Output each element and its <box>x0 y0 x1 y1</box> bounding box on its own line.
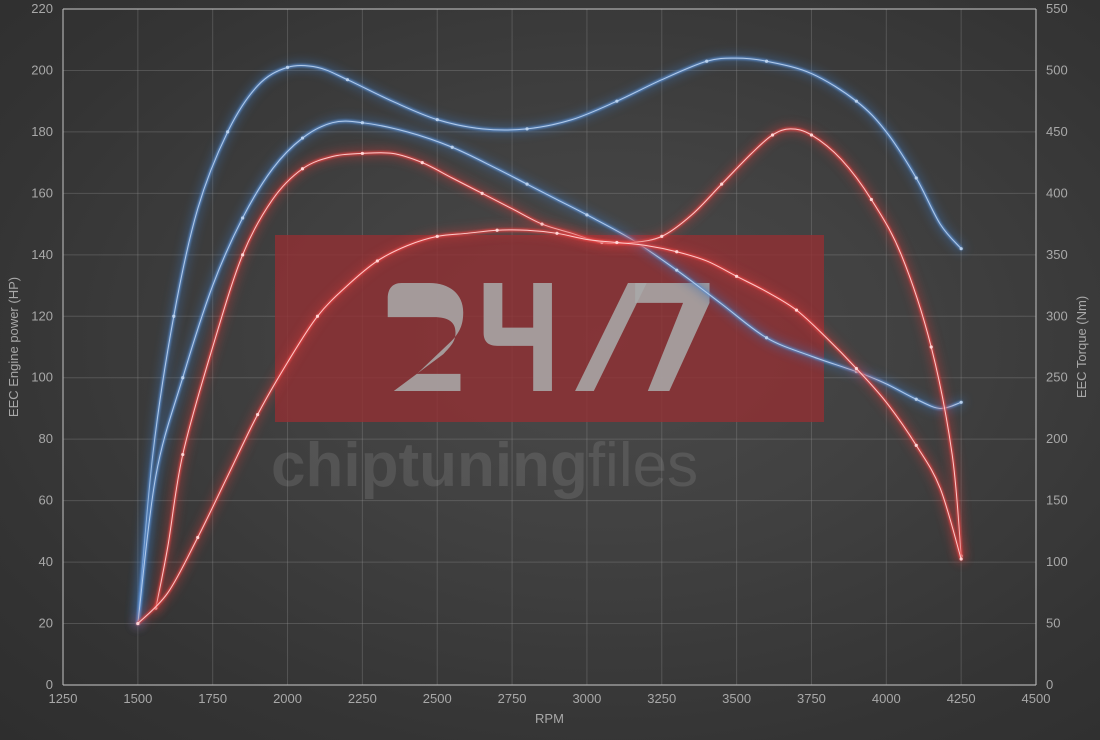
svg-text:1750: 1750 <box>198 691 227 706</box>
svg-text:160: 160 <box>31 185 53 200</box>
svg-text:0: 0 <box>1046 677 1053 692</box>
svg-text:3000: 3000 <box>572 691 601 706</box>
svg-text:1250: 1250 <box>49 691 78 706</box>
svg-text:300: 300 <box>1046 308 1068 323</box>
svg-text:RPM: RPM <box>535 711 564 726</box>
svg-text:50: 50 <box>1046 616 1060 631</box>
svg-text:20: 20 <box>39 616 53 631</box>
svg-text:2750: 2750 <box>498 691 527 706</box>
svg-text:100: 100 <box>31 370 53 385</box>
svg-text:250: 250 <box>1046 370 1068 385</box>
svg-text:80: 80 <box>39 431 53 446</box>
svg-text:EEC Engine power (HP): EEC Engine power (HP) <box>6 277 21 417</box>
svg-text:500: 500 <box>1046 62 1068 77</box>
svg-text:4250: 4250 <box>947 691 976 706</box>
svg-text:3750: 3750 <box>797 691 826 706</box>
svg-text:200: 200 <box>31 62 53 77</box>
svg-text:550: 550 <box>1046 1 1068 16</box>
svg-text:chiptuningfiles: chiptuningfiles <box>271 431 698 500</box>
svg-text:140: 140 <box>31 247 53 262</box>
svg-text:100: 100 <box>1046 554 1068 569</box>
svg-text:2500: 2500 <box>423 691 452 706</box>
svg-text:EEC Torque (Nm): EEC Torque (Nm) <box>1074 296 1089 398</box>
svg-text:180: 180 <box>31 124 53 139</box>
svg-text:2250: 2250 <box>348 691 377 706</box>
svg-text:150: 150 <box>1046 493 1068 508</box>
svg-text:220: 220 <box>31 1 53 16</box>
svg-text:450: 450 <box>1046 124 1068 139</box>
svg-text:3500: 3500 <box>722 691 751 706</box>
svg-text:400: 400 <box>1046 185 1068 200</box>
svg-text:2000: 2000 <box>273 691 302 706</box>
svg-text:120: 120 <box>31 308 53 323</box>
svg-text:200: 200 <box>1046 431 1068 446</box>
svg-text:350: 350 <box>1046 247 1068 262</box>
svg-text:1500: 1500 <box>123 691 152 706</box>
svg-text:4500: 4500 <box>1022 691 1051 706</box>
svg-text:3250: 3250 <box>647 691 676 706</box>
svg-text:0: 0 <box>46 677 53 692</box>
svg-text:4000: 4000 <box>872 691 901 706</box>
svg-text:60: 60 <box>39 493 53 508</box>
svg-text:40: 40 <box>39 554 53 569</box>
